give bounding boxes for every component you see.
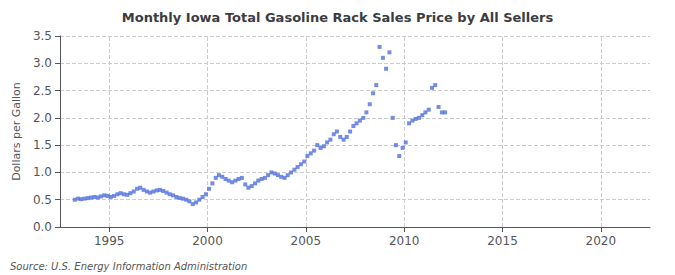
svg-text:2.5: 2.5: [33, 84, 52, 98]
svg-text:1.0: 1.0: [33, 165, 52, 179]
svg-text:1.5: 1.5: [33, 138, 52, 152]
svg-text:Monthly Iowa Total Gasoline Ra: Monthly Iowa Total Gasoline Rack Sales P…: [122, 10, 554, 25]
svg-text:Dollars per Gallon: Dollars per Gallon: [10, 82, 23, 181]
svg-text:Source: U.S. Energy Informatio: Source: U.S. Energy Information Administ…: [10, 261, 247, 272]
svg-text:0.5: 0.5: [33, 193, 52, 207]
svg-text:1995: 1995: [94, 234, 125, 248]
svg-text:2005: 2005: [291, 234, 322, 248]
svg-text:2010: 2010: [389, 234, 420, 248]
svg-text:2020: 2020: [586, 234, 617, 248]
svg-text:2015: 2015: [487, 234, 518, 248]
svg-text:2.0: 2.0: [33, 111, 52, 125]
svg-text:3.5: 3.5: [33, 29, 52, 43]
svg-text:2000: 2000: [192, 234, 223, 248]
svg-text:0.0: 0.0: [33, 220, 52, 234]
svg-text:3.0: 3.0: [33, 56, 52, 70]
